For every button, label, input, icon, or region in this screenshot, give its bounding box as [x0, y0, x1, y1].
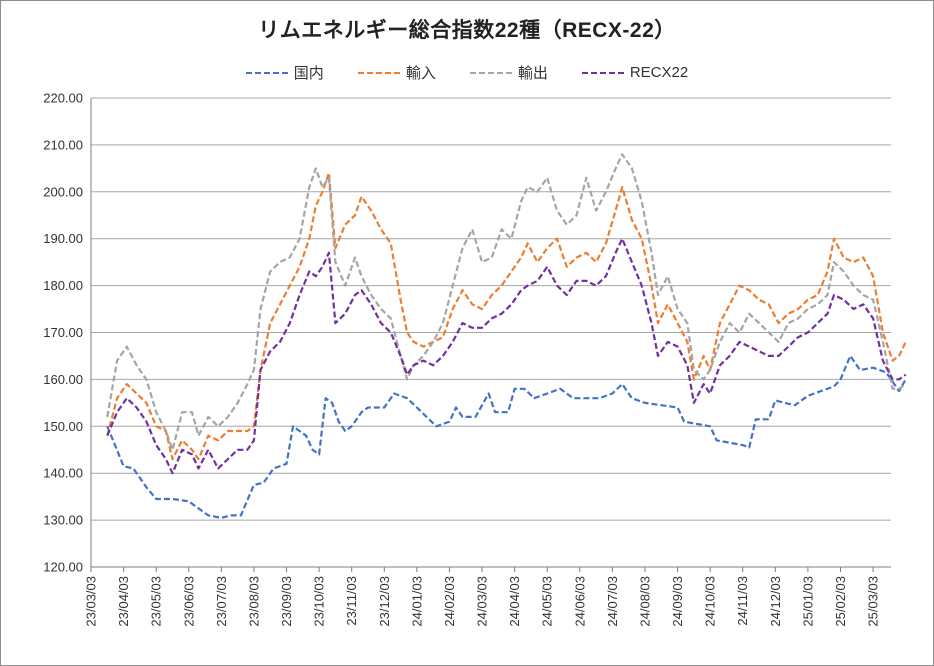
x-tick-label: 24/01/03 [409, 576, 424, 627]
legend-label-export: 輸出 [517, 65, 548, 82]
x-tick-label: 24/03/03 [475, 576, 490, 627]
x-tick-label: 25/02/03 [833, 576, 848, 627]
x-tick-label: 25/03/03 [866, 576, 881, 627]
x-tick-label: 23/05/03 [149, 576, 164, 627]
legend-item-recx22: RECX22 [581, 62, 689, 83]
y-tick-label: 190.00 [43, 231, 83, 246]
x-tick-label: 24/07/03 [605, 576, 620, 627]
x-tick-label: 24/05/03 [540, 576, 555, 627]
x-tick-label: 24/04/03 [507, 576, 522, 627]
legend-swatch-export [469, 71, 512, 74]
legend-label-recx22: RECX22 [629, 64, 689, 81]
y-tick-label: 180.00 [43, 278, 83, 293]
legend-swatch-import [357, 71, 400, 74]
series-line-2 [106, 153, 907, 451]
y-tick-label: 140.00 [43, 466, 83, 481]
legend-item-export: 輸出 [469, 62, 548, 83]
legend-swatch-domestic [245, 71, 288, 74]
series-line-3 [106, 237, 907, 475]
x-tick-label: 23/04/03 [116, 576, 131, 627]
y-tick-label: 170.00 [43, 325, 83, 340]
y-tick-label: 200.00 [43, 184, 83, 199]
y-tick-label: 130.00 [43, 513, 83, 528]
y-tick-label: 120.00 [43, 560, 83, 575]
x-tick-label: 23/10/03 [312, 576, 327, 627]
legend: 国内 輸入 輸出 RECX22 [0, 62, 934, 83]
gridlines [90, 97, 891, 568]
x-tick-label: 23/03/03 [84, 576, 99, 627]
x-tick-label: 24/02/03 [442, 576, 457, 627]
x-tick-label: 25/01/03 [800, 576, 815, 627]
legend-label-import: 輸入 [405, 65, 436, 82]
x-tick-label: 23/08/03 [246, 576, 261, 627]
x-tick-label: 24/11/03 [735, 576, 750, 626]
x-tick-label: 24/12/03 [768, 576, 783, 627]
legend-item-domestic: 国内 [245, 62, 324, 83]
y-tick-label: 160.00 [43, 372, 83, 387]
x-tick-label: 24/10/03 [703, 576, 718, 627]
y-tick-label: 150.00 [43, 419, 83, 434]
x-tick-label: 24/06/03 [572, 576, 587, 627]
chart-title: リムエネルギー総合指数22種（RECX-22） [258, 19, 676, 42]
series-lines [106, 153, 907, 519]
x-tick-label: 24/08/03 [637, 576, 652, 627]
x-tick-label: 23/07/03 [214, 576, 229, 627]
y-tick-label: 220.00 [43, 91, 83, 106]
x-tick-label: 23/06/03 [181, 576, 196, 627]
y-tick-label: 210.00 [43, 137, 83, 152]
legend-item-import: 輸入 [357, 62, 436, 83]
x-tick-label: 23/11/03 [344, 576, 359, 626]
series-line-0 [106, 354, 907, 519]
x-tick-label: 23/09/03 [279, 576, 294, 627]
x-axis-tick-labels: 23/03/03 23/04/03 23/05/03 23/06/03 23/07/03… [84, 567, 881, 627]
x-tick-label: 24/09/03 [670, 576, 685, 627]
legend-label-domestic: 国内 [293, 65, 324, 82]
legend-swatch-recx22 [581, 71, 624, 74]
x-tick-label: 23/12/03 [377, 576, 392, 627]
y-axis-tick-labels: 120.00 130.00 140.00 150.00 160.00 170.00 180.… [43, 91, 83, 575]
